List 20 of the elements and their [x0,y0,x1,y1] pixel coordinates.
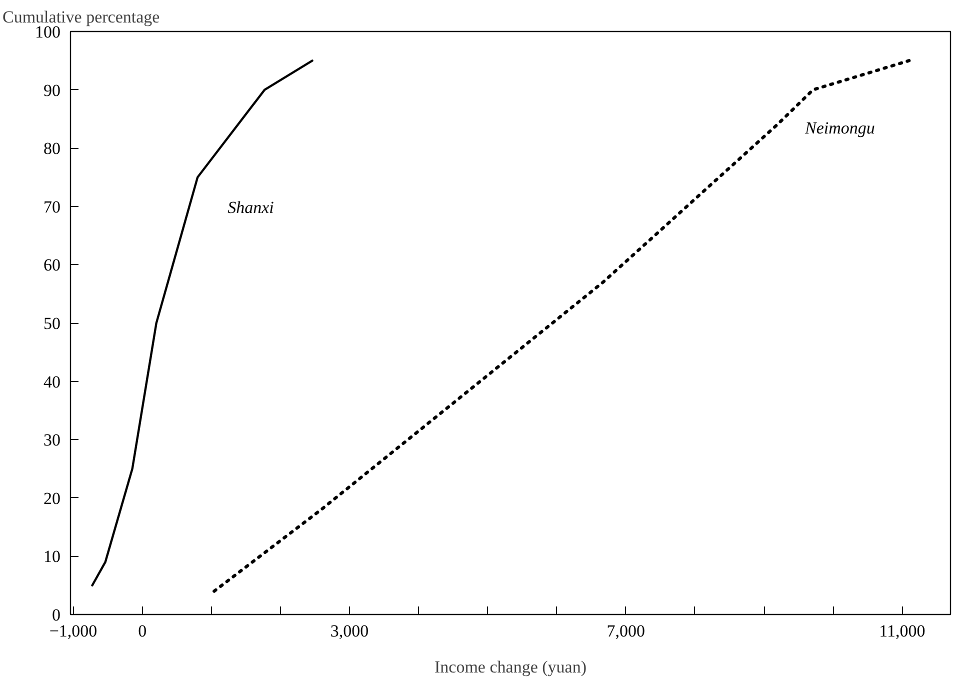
x-tick-label: 7,000 [606,622,645,640]
line-series [212,59,911,593]
y-tick-label: 60 [44,256,60,275]
series-label: Neimongu [804,118,875,138]
x-tick-label: −1,000 [49,622,98,640]
x-tick-label: 0 [138,622,147,640]
y-tick-label: 40 [44,372,60,392]
text: Shanxi [228,198,274,217]
y-tick-label: 30 [44,430,60,450]
y-tick-label: 50 [44,314,60,333]
x-tick-label: 3,000 [330,622,369,640]
line-series [91,60,314,586]
y-tick-label: 80 [44,139,60,158]
x-tick-label: 11,000 [879,622,926,640]
x-axis-title: Income change (yuan) [434,658,586,676]
y-tick-label: 90 [44,80,60,100]
y-tick-label: 0 [52,606,60,624]
y-tick-label: 20 [44,488,60,508]
y-tick-label: 70 [44,197,60,216]
y-tick-label: 10 [44,547,60,566]
